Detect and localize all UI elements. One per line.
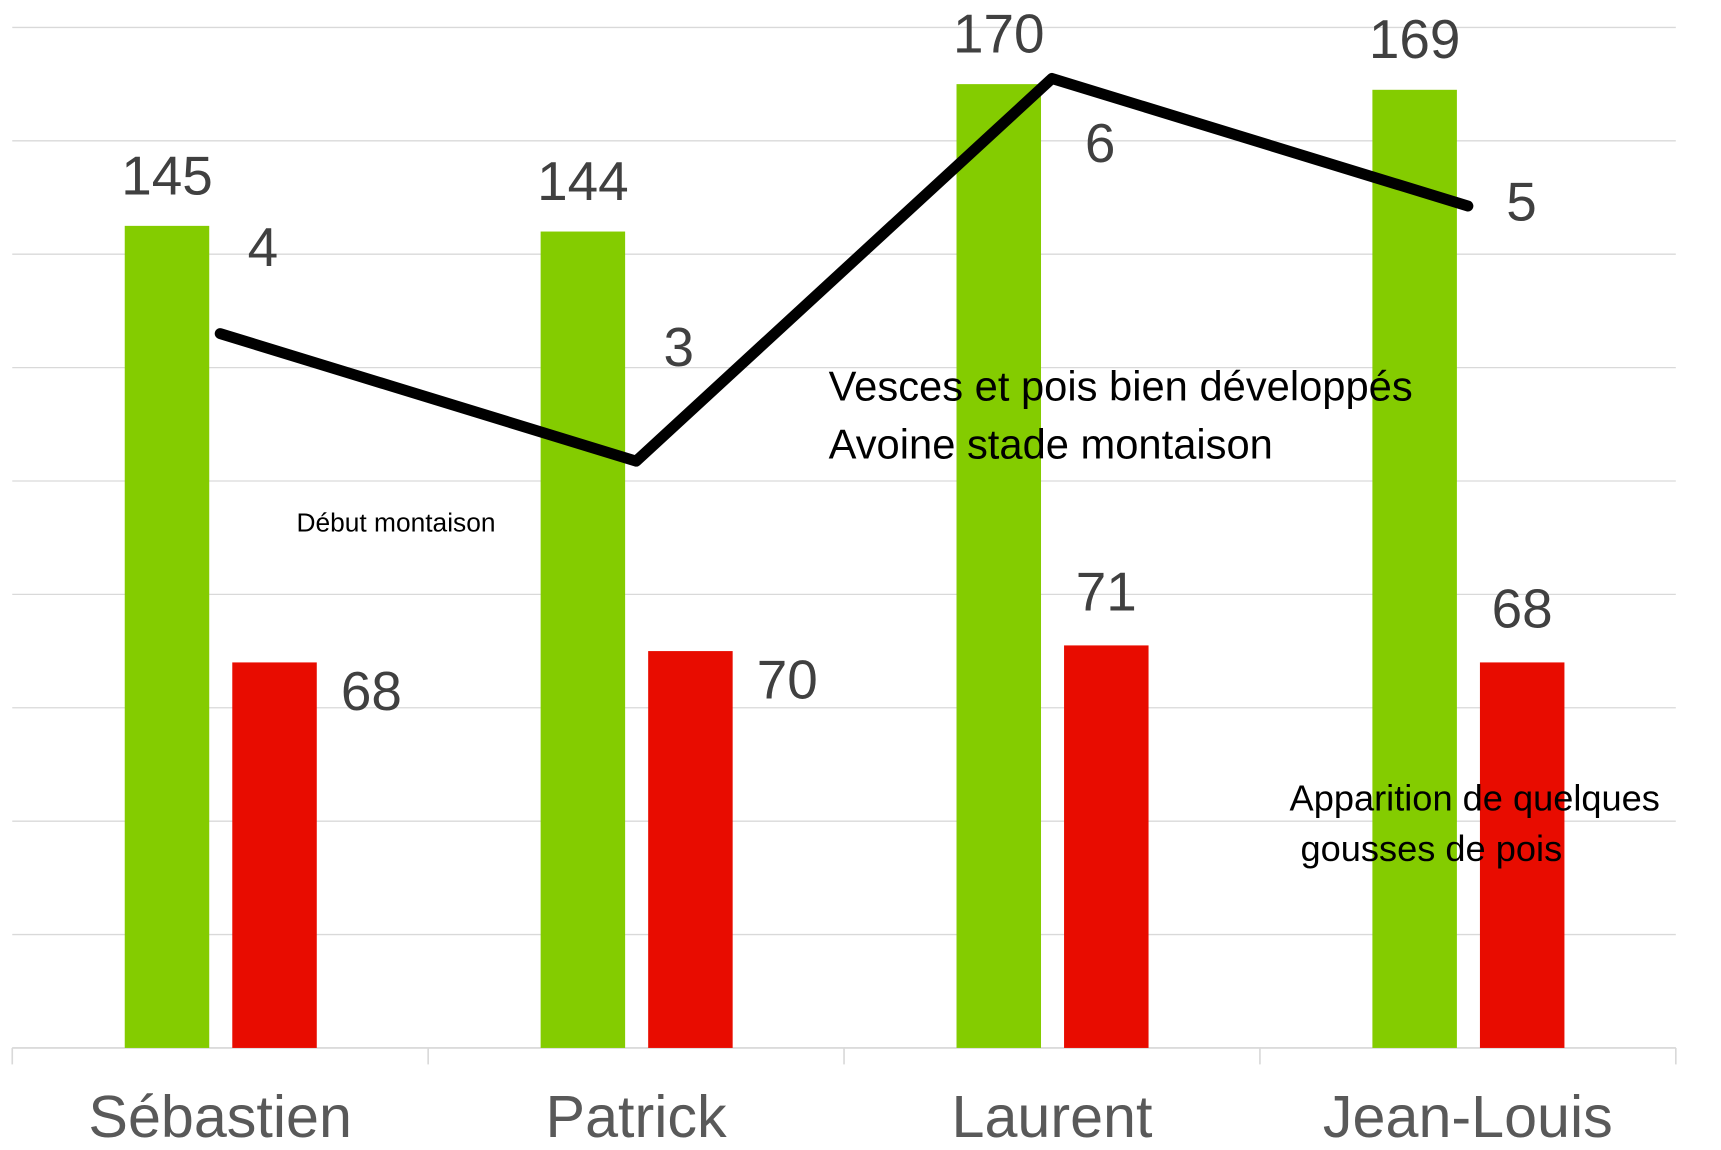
- data-label: 4: [248, 216, 279, 278]
- annotation: Début montaison: [296, 507, 495, 537]
- annotation: gousses de pois: [1301, 828, 1563, 869]
- bar: [1064, 645, 1149, 1048]
- annotation: Apparition de quelques: [1290, 778, 1660, 819]
- bar: [540, 231, 626, 1048]
- bar: [1372, 89, 1457, 1048]
- bar: [956, 84, 1042, 1048]
- data-label: 68: [1492, 578, 1553, 640]
- data-label: 144: [537, 150, 629, 212]
- bar: [232, 662, 317, 1048]
- data-label: 3: [664, 316, 695, 378]
- x-tick-label: Patrick: [546, 1083, 727, 1150]
- bar: [124, 225, 210, 1048]
- x-tick-label: Laurent: [952, 1083, 1153, 1150]
- x-tick-label: Jean-Louis: [1323, 1083, 1613, 1150]
- line: [214, 72, 1474, 467]
- annotation: Vesces et pois bien développés: [829, 363, 1413, 410]
- bar: [1479, 662, 1565, 1048]
- annotation: Avoine stade montaison: [829, 421, 1273, 468]
- data-label: 6: [1085, 112, 1116, 174]
- x-tick-label: Sébastien: [88, 1083, 352, 1150]
- data-label: 71: [1076, 561, 1137, 623]
- data-label: 170: [953, 3, 1045, 65]
- data-label: 68: [341, 660, 402, 722]
- bar: [648, 651, 733, 1048]
- data-label: 169: [1369, 8, 1461, 70]
- data-label: 5: [1506, 171, 1537, 233]
- data-label: 70: [757, 648, 818, 710]
- data-label: 145: [121, 144, 213, 206]
